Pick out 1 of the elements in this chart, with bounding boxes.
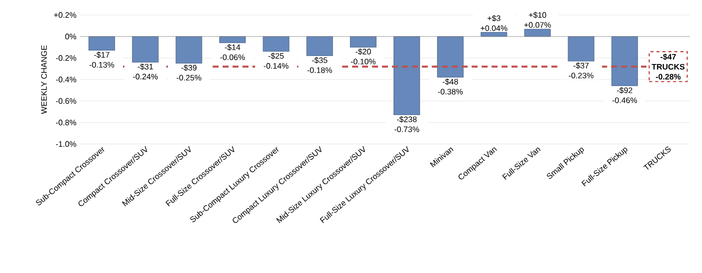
- bar: [350, 36, 376, 48]
